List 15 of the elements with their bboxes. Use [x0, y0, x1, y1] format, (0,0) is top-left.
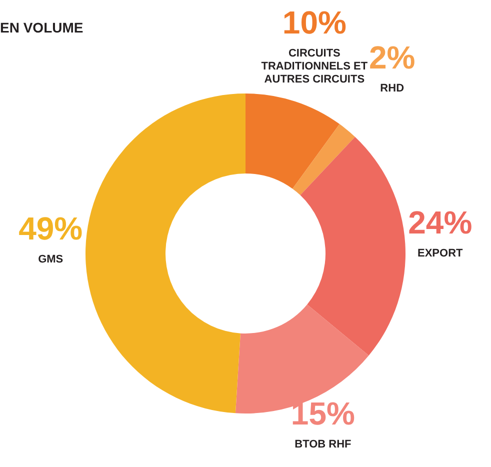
slice-label: GMS [38, 253, 64, 266]
donut-slice [300, 136, 406, 356]
data-label: 49% [18, 210, 83, 246]
text: EN VOLUME [0, 19, 84, 36]
slice-label: EXPORT [418, 247, 464, 260]
slice-label: RHD [380, 82, 404, 94]
donut-slice [292, 124, 356, 196]
data-label: 15% [290, 395, 355, 432]
data-label: 10% [282, 4, 346, 40]
slice-label: BTOB RHF [294, 438, 352, 450]
donut-slice [246, 94, 340, 189]
slice-label: CIRCUITS TRADITIONNELS ET AUTRES CIRCUITS [261, 47, 368, 86]
donut-slice [86, 94, 246, 414]
data-label: 2% [368, 39, 416, 76]
data-label: 24% [408, 204, 472, 240]
